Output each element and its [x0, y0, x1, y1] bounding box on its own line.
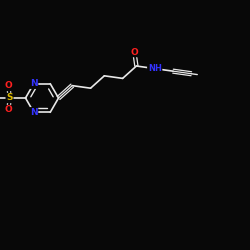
Text: S: S: [6, 94, 13, 102]
Text: N: N: [30, 79, 38, 88]
Text: O: O: [4, 106, 12, 114]
Text: NH: NH: [148, 64, 162, 73]
Text: N: N: [30, 108, 38, 117]
Text: O: O: [4, 82, 12, 90]
Text: O: O: [130, 48, 138, 56]
